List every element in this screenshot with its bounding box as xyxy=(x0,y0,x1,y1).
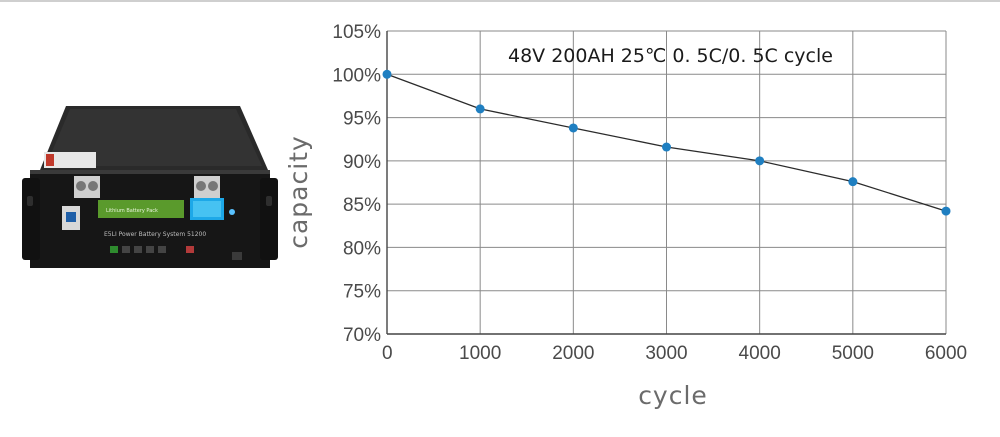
port-green xyxy=(110,246,118,253)
battery-module-image: Lithium Battery Pack E5LI Power Battery … xyxy=(22,106,278,268)
y-tick-label: 100% xyxy=(332,65,381,86)
panel-text: E5LI Power Battery System 51200 xyxy=(104,231,206,238)
y-tick-label: 70% xyxy=(343,325,381,346)
brand-strip-text: Lithium Battery Pack xyxy=(106,208,158,214)
port-red xyxy=(186,246,194,253)
y-axis-title: capacity xyxy=(284,135,313,249)
capacity-point xyxy=(848,177,858,187)
x-tick-label: 6000 xyxy=(925,343,967,364)
status-led xyxy=(229,209,235,215)
left-rack-ear xyxy=(22,178,40,260)
warning-label xyxy=(44,152,96,168)
x-tick-label: 5000 xyxy=(832,343,874,364)
x-tick-label: 2000 xyxy=(552,343,594,364)
x-tick-label: 1000 xyxy=(459,343,501,364)
x-tick-label: 3000 xyxy=(645,343,687,364)
x-tick-label: 4000 xyxy=(739,343,781,364)
y-tick-labels: 70% 75% 80% 85% 90% 95% 100% 105% xyxy=(332,22,381,346)
brand-strip xyxy=(98,200,184,218)
y-tick-label: 75% xyxy=(343,282,381,303)
chart-title: 48V 200AH 25℃ 0. 5C/0. 5C cycle xyxy=(508,45,833,67)
y-tick-label: 85% xyxy=(343,195,381,216)
capacity-series xyxy=(382,69,951,216)
x-axis-title: cycle xyxy=(638,381,708,410)
axes xyxy=(386,31,946,335)
right-rack-ear xyxy=(260,178,278,260)
capacity-point xyxy=(568,123,578,133)
x-tick-labels: 0 1000 2000 3000 4000 5000 6000 xyxy=(382,343,967,364)
y-tick-label: 80% xyxy=(343,238,381,259)
capacity-point xyxy=(475,104,485,114)
x-tick-label: 0 xyxy=(382,343,393,364)
capacity-point xyxy=(662,142,671,152)
capacity-point xyxy=(941,206,951,216)
y-tick-label: 95% xyxy=(343,109,381,130)
capacity-point xyxy=(755,156,765,166)
y-tick-label: 105% xyxy=(332,22,381,43)
grid xyxy=(386,30,947,335)
top-divider xyxy=(0,0,1000,2)
capacity-point xyxy=(382,69,392,79)
y-tick-label: 90% xyxy=(343,152,381,173)
